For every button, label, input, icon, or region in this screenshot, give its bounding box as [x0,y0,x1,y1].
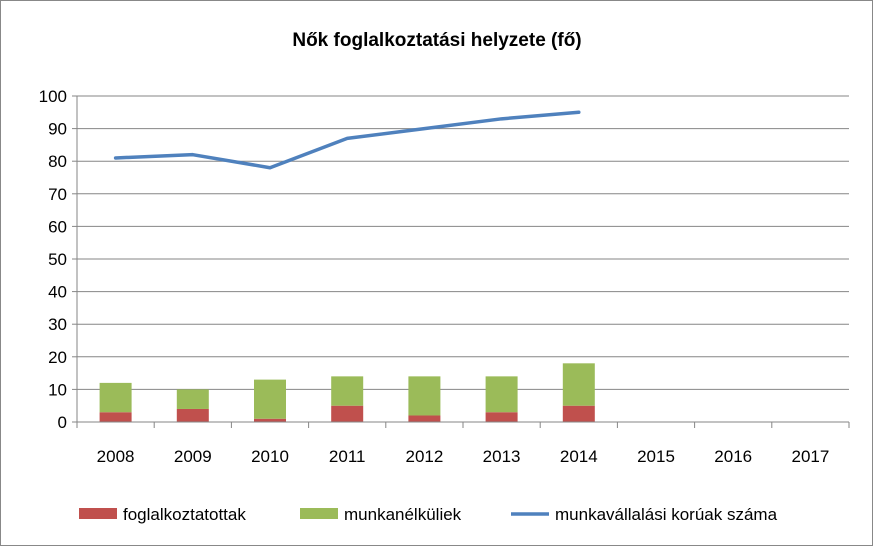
x-tick-label-2015: 2015 [637,447,675,466]
legend-unemployed-label: munkanélküliek [344,505,462,524]
bar-employed-2014 [562,405,595,422]
x-tick-label-2013: 2013 [483,447,521,466]
y-tick-label-100: 100 [39,87,67,106]
bar-employed-2008 [99,412,132,422]
bar-unemployed-2012 [408,376,441,416]
y-tick-label-20: 20 [48,348,67,367]
bar-employed-2010 [254,418,286,422]
line-working-age-population [113,110,581,170]
x-tick-label-2016: 2016 [714,447,752,466]
bars [99,363,595,422]
y-tick-label-60: 60 [48,217,67,236]
x-tick-label-2009: 2009 [174,447,212,466]
gridlines [77,95,849,390]
legend-employed-swatch [79,508,117,519]
x-tick-label-2012: 2012 [405,447,443,466]
bar-unemployed-2010 [254,379,286,419]
x-tick-label-2017: 2017 [791,447,829,466]
y-tick-label-70: 70 [48,185,67,204]
y-tick-label-50: 50 [48,250,67,269]
x-tick-label-2014: 2014 [560,447,598,466]
bar-employed-2012 [408,415,441,422]
legend-unemployed-swatch [300,508,338,519]
bar-unemployed-2011 [331,376,364,406]
legend-working-age-label: munkavállalási korúak száma [555,505,778,524]
bar-employed-2011 [331,405,364,422]
y-tick-label-30: 30 [48,315,67,334]
line-series [113,110,581,170]
x-tick-label-2011: 2011 [329,447,366,466]
bar-unemployed-2008 [99,382,132,413]
y-tick-label-90: 90 [48,120,67,139]
bar-unemployed-2009 [176,389,209,409]
y-tick-label-0: 0 [58,413,67,432]
x-tick-label-2010: 2010 [251,447,289,466]
bar-employed-2013 [485,412,518,422]
legend-employed-label: foglalkoztatottak [123,505,246,524]
x-tick-label-2008: 2008 [97,447,135,466]
chart-title: Nők foglalkoztatási helyzete (fő) [292,30,581,51]
axes: 0 10 20 30 40 50 60 70 80 90 100 2008 2009 2010 2011 20… [39,87,850,466]
bar-employed-2009 [176,408,209,422]
y-tick-label-40: 40 [48,283,67,302]
y-tick-label-10: 10 [48,380,67,399]
y-tick-label-80: 80 [48,152,67,171]
bar-unemployed-2013 [485,376,518,413]
legend: foglalkoztatottak munkanélküliek munkaváll… [79,505,778,524]
bar-unemployed-2014 [562,363,595,406]
